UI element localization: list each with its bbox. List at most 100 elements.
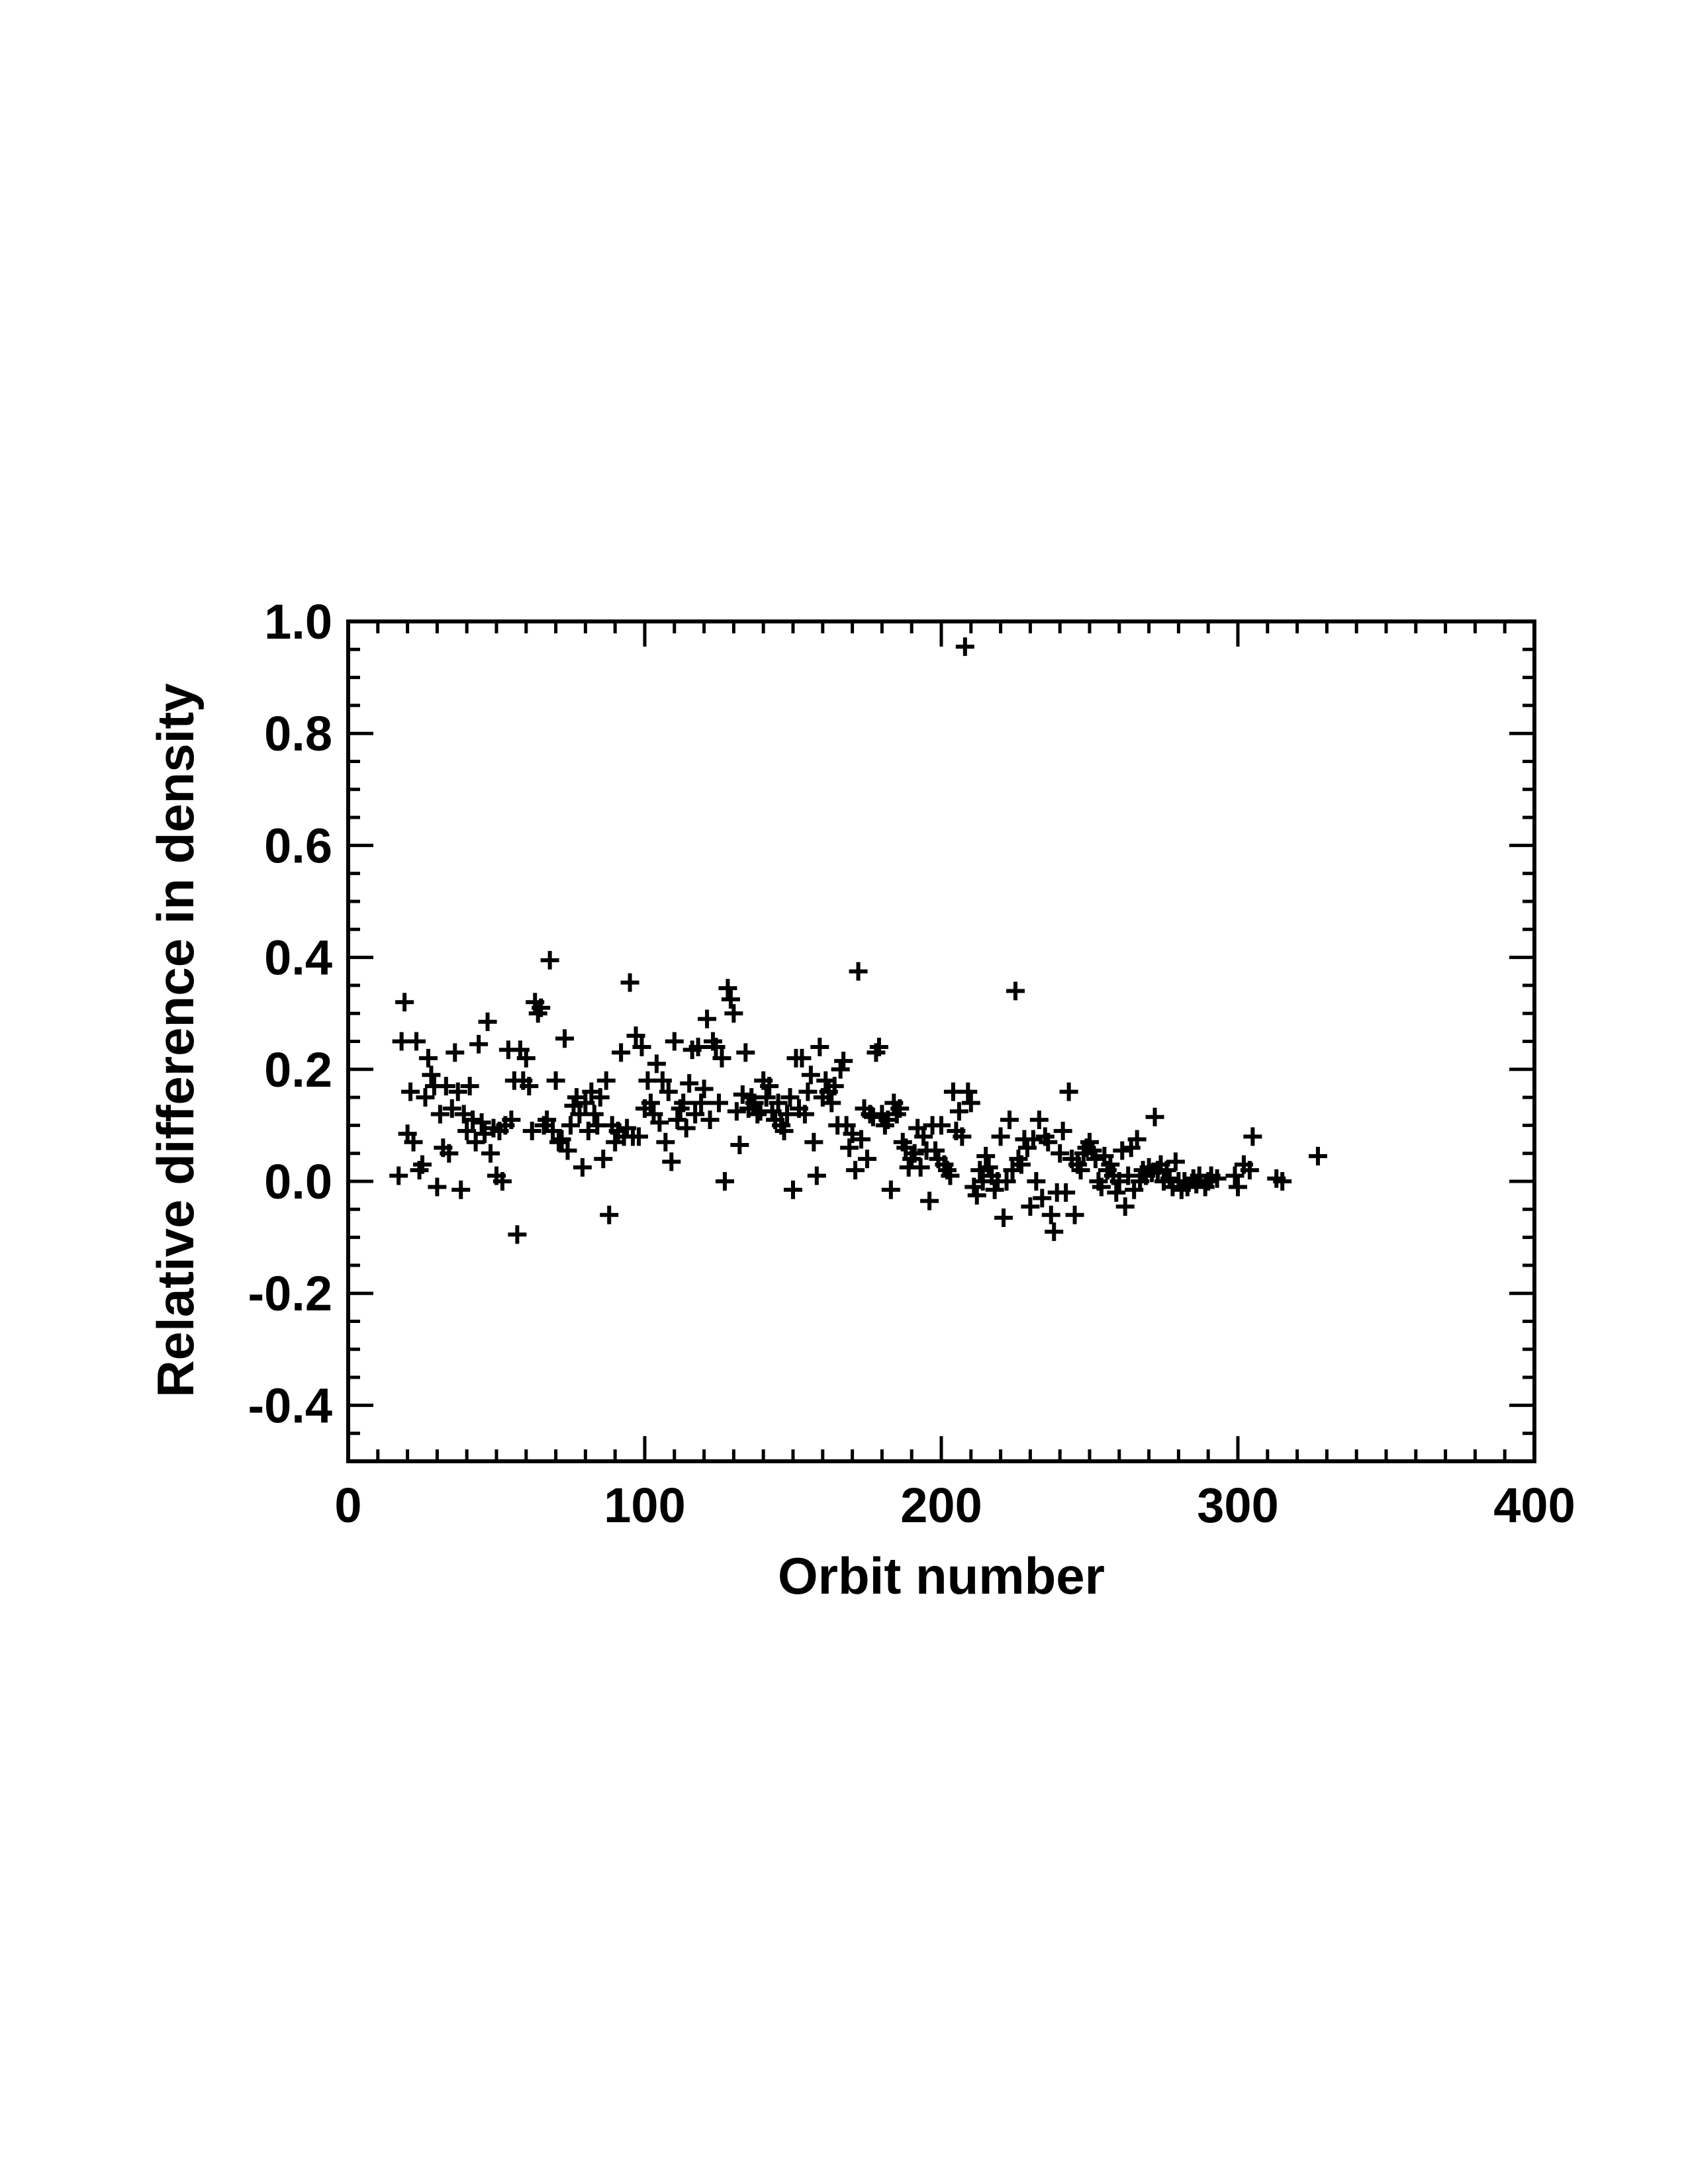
data-point [677, 1118, 696, 1138]
data-point [1145, 1107, 1164, 1126]
data-point [590, 1088, 610, 1107]
data-point [481, 1144, 500, 1163]
y-tick-label: -0.2 [248, 1266, 332, 1321]
data-point [502, 1110, 521, 1129]
data-point [997, 1172, 1016, 1191]
data-point [451, 1180, 471, 1199]
data-point [1308, 1146, 1327, 1165]
data-point [736, 1043, 755, 1062]
data-point [724, 1004, 743, 1023]
data-point [516, 1048, 536, 1068]
data-point [416, 1088, 435, 1107]
x-tick-label: 300 [1197, 1478, 1278, 1533]
data-point [1115, 1197, 1135, 1216]
data-point [395, 993, 414, 1012]
data-point [596, 1071, 616, 1090]
data-point [941, 1166, 960, 1185]
data-point [620, 973, 639, 992]
data-point [718, 979, 737, 998]
data-point [807, 1166, 826, 1185]
data-point [688, 1037, 708, 1056]
data-point [795, 1105, 814, 1124]
data-point [686, 1105, 705, 1124]
data-point [478, 1012, 497, 1031]
data-point [448, 1082, 467, 1101]
data-point [466, 1132, 485, 1152]
data-point [1086, 1150, 1105, 1169]
data-point [659, 1082, 678, 1101]
data-point [1059, 1082, 1078, 1101]
data-point [1225, 1166, 1244, 1185]
y-tick-label: 0.2 [264, 1042, 332, 1097]
data-point [540, 950, 559, 970]
data-point [1065, 1205, 1084, 1224]
data-point [769, 1093, 788, 1113]
data-point [576, 1093, 595, 1113]
y-tick-label: 0.0 [264, 1154, 332, 1209]
data-point [1240, 1161, 1259, 1180]
data-point [573, 1158, 592, 1177]
data-point [1080, 1132, 1099, 1152]
data-point [858, 1150, 876, 1169]
data-point [801, 1066, 820, 1085]
data-point [389, 1166, 408, 1185]
data-point [926, 1141, 945, 1160]
data-point [1023, 1130, 1043, 1149]
data-point [668, 1110, 687, 1129]
data-point [632, 1037, 651, 1056]
data-point [1092, 1177, 1111, 1197]
data-point [757, 1088, 776, 1107]
y-tick-labels: -0.4 -0.2 0.0 0.2 0.4 0.6 0.8 1.0 [248, 594, 332, 1433]
data-point [612, 1043, 631, 1062]
data-point [546, 1071, 565, 1090]
data-point [680, 1073, 699, 1093]
data-point [778, 1105, 797, 1124]
data-point [552, 1130, 571, 1149]
data-point [733, 1085, 752, 1104]
data-point [404, 1132, 423, 1152]
data-point [1027, 1172, 1046, 1191]
x-tick-label: 400 [1493, 1478, 1575, 1533]
data-point [1101, 1155, 1120, 1174]
data-point [976, 1146, 996, 1165]
data-point [1083, 1141, 1102, 1160]
data-point [967, 1186, 986, 1205]
data-point [626, 1026, 645, 1046]
data-point [442, 1099, 461, 1118]
data-point [692, 1093, 711, 1113]
axis-ticks [346, 619, 1536, 1463]
data-point [422, 1066, 441, 1085]
data-point [543, 1121, 563, 1140]
data-point [522, 1121, 541, 1140]
data-point [520, 1077, 539, 1096]
x-axis-title: Orbit number [778, 1547, 1105, 1605]
data-point [1011, 1155, 1031, 1174]
data-point [600, 1205, 619, 1224]
data-point [653, 1071, 672, 1090]
data-point [780, 1088, 800, 1107]
data-point [831, 1060, 850, 1079]
data-point [413, 1155, 432, 1174]
data-point [849, 962, 868, 981]
data-point [911, 1158, 930, 1177]
data-point [1166, 1152, 1185, 1171]
data-point [905, 1144, 924, 1163]
data-point [585, 1105, 604, 1124]
data-point [721, 990, 740, 1009]
data-point [1119, 1166, 1138, 1185]
x-tick-labels: 0 100 200 300 400 [334, 1478, 1575, 1533]
data-point [1021, 1197, 1040, 1216]
data-point [1051, 1144, 1070, 1163]
data-point [647, 1054, 666, 1073]
data-point [869, 1037, 888, 1056]
y-tick-label: 0.8 [264, 706, 332, 761]
data-point [804, 1132, 823, 1152]
data-point [1187, 1175, 1206, 1194]
data-point [594, 1150, 613, 1169]
data-point [774, 1121, 794, 1140]
data-point [710, 1093, 728, 1113]
data-point [1273, 1172, 1292, 1191]
data-point [538, 1110, 557, 1129]
data-point [656, 1132, 675, 1152]
data-point [445, 1043, 465, 1062]
